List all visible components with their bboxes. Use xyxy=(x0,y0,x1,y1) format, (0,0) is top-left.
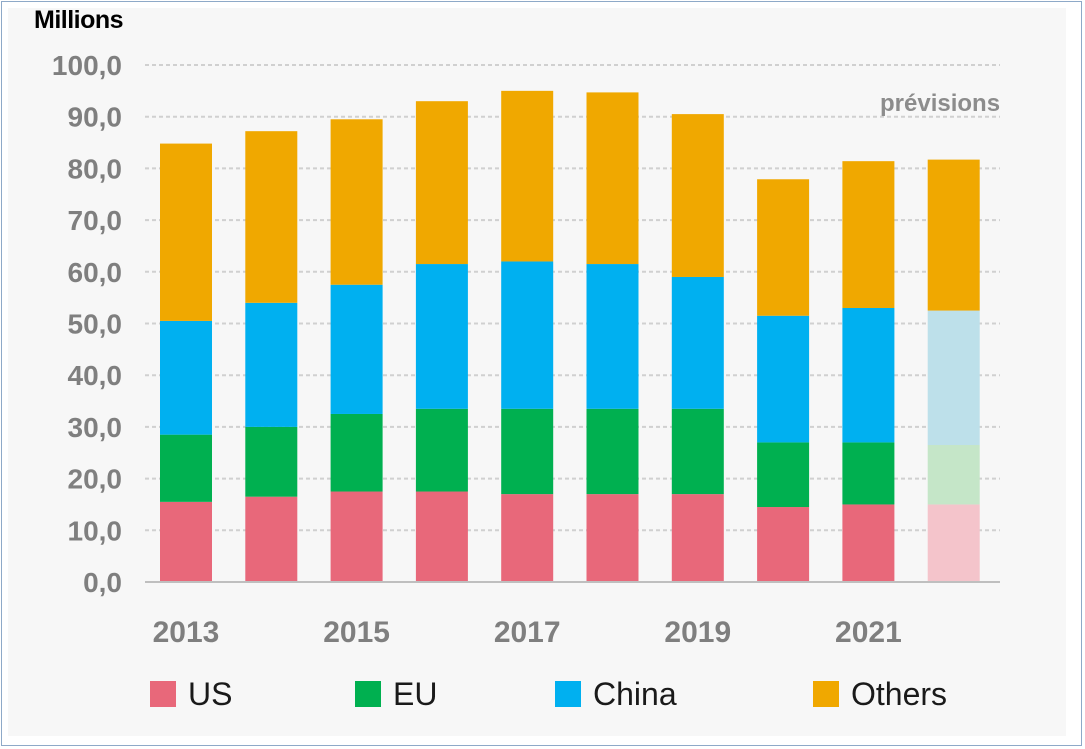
bar-segment-us-2021 xyxy=(842,504,895,582)
y-tick-label: 40,0 xyxy=(68,360,123,391)
bar-segment-china-2018 xyxy=(586,264,639,409)
legend-swatch-eu xyxy=(355,681,381,707)
x-tick-label: 2015 xyxy=(323,616,390,649)
legend-item-eu: EU xyxy=(355,672,437,716)
bar-segment-us-2015 xyxy=(330,491,383,582)
bar-segment-eu-2018 xyxy=(586,408,639,495)
legend: US EU China Others xyxy=(150,672,1050,716)
bar-segment-us-2014 xyxy=(245,496,298,582)
bar-segment-others-2021 xyxy=(842,161,895,308)
bar-segment-others-2014 xyxy=(245,131,298,303)
y-tick-label: 10,0 xyxy=(68,515,123,546)
legend-label-eu: EU xyxy=(393,675,438,712)
bar-segment-others-2019 xyxy=(671,114,724,277)
y-tick-label: 20,0 xyxy=(68,464,123,495)
bar-segment-eu-2020 xyxy=(757,442,810,508)
bar-segment-eu-2013 xyxy=(160,434,212,502)
bar-segment-us-2016 xyxy=(415,491,468,582)
bar-segment-others-2020 xyxy=(757,179,810,316)
x-tick-label: 2017 xyxy=(494,616,561,649)
legend-swatch-china xyxy=(555,681,581,707)
bar-segment-eu-2022 xyxy=(927,444,980,505)
bar-segment-others-2016 xyxy=(415,101,468,265)
bar-segment-eu-2015 xyxy=(330,413,383,492)
bar-segment-others-2013 xyxy=(160,143,212,321)
bar-segment-eu-2017 xyxy=(501,408,554,495)
legend-swatch-others xyxy=(813,681,839,707)
y-tick-label: 50,0 xyxy=(68,309,123,340)
bar-segment-china-2017 xyxy=(501,261,554,409)
bar-segment-china-2020 xyxy=(757,315,810,443)
legend-label-china: China xyxy=(593,675,677,712)
bar-segment-us-2018 xyxy=(586,494,639,582)
bar-segment-us-2013 xyxy=(160,501,212,582)
legend-item-china: China xyxy=(555,672,677,716)
bar-segment-others-2017 xyxy=(501,90,554,262)
bar-segment-eu-2014 xyxy=(245,426,298,497)
bar-segment-others-2015 xyxy=(330,119,383,285)
unit-label: Millions xyxy=(34,6,124,34)
y-tick-label: 0,0 xyxy=(83,567,122,598)
legend-item-others: Others xyxy=(813,672,947,716)
legend-label-us: US xyxy=(188,675,233,712)
bar-segment-china-2016 xyxy=(415,264,468,409)
bar-segment-others-2022 xyxy=(927,159,980,311)
x-tick-label: 2019 xyxy=(664,616,731,649)
legend-swatch-us xyxy=(150,681,176,707)
forecast-annotation: prévisions xyxy=(880,90,1001,117)
y-tick-label: 90,0 xyxy=(68,102,123,133)
x-tick-label: 2021 xyxy=(835,616,902,649)
y-tick-label: 80,0 xyxy=(68,153,123,184)
x-tick-label: 2013 xyxy=(153,616,220,649)
bar-segment-eu-2016 xyxy=(415,408,468,492)
bar-segment-us-2017 xyxy=(501,494,554,582)
bar-segment-others-2018 xyxy=(586,92,639,265)
legend-label-others: Others xyxy=(851,675,948,712)
bar-segment-eu-2019 xyxy=(671,408,724,495)
legend-item-us: US xyxy=(150,672,232,716)
bar-segment-china-2019 xyxy=(671,276,724,409)
y-tick-label: 30,0 xyxy=(68,412,123,443)
bar-segment-us-2019 xyxy=(671,494,724,582)
bar-segment-china-2022 xyxy=(927,310,980,445)
y-tick-label: 70,0 xyxy=(68,205,123,236)
bar-segment-china-2013 xyxy=(160,320,212,435)
bar-segment-us-2020 xyxy=(757,507,810,582)
bar-segment-eu-2021 xyxy=(842,442,895,505)
bar-segment-china-2014 xyxy=(245,302,298,427)
y-tick-label: 100,0 xyxy=(52,50,122,81)
bar-segment-us-2022 xyxy=(927,504,980,582)
bar-segment-china-2015 xyxy=(330,284,383,414)
bar-segment-china-2021 xyxy=(842,307,895,443)
y-tick-label: 60,0 xyxy=(68,257,123,288)
